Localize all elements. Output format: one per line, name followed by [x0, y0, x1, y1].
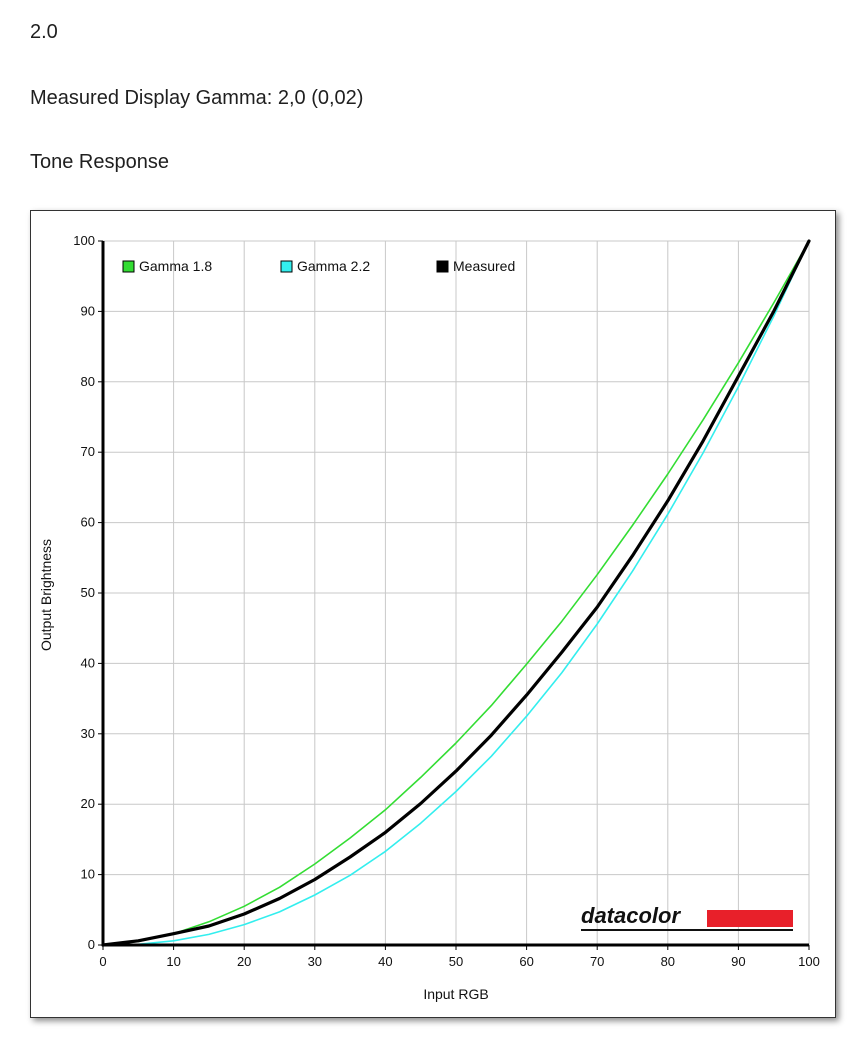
- legend: Gamma 1.8 Gamma 2.2 Measured: [122, 258, 515, 274]
- x-tick-label-20: 20: [237, 954, 251, 969]
- x-tick-label-100: 100: [798, 954, 820, 969]
- x-tick-label-60: 60: [519, 954, 533, 969]
- x-tick-label-30: 30: [308, 954, 322, 969]
- legend-swatch-gamma-2-2: [280, 260, 293, 273]
- x-tick-label-80: 80: [661, 954, 675, 969]
- x-tick-label-70: 70: [590, 954, 604, 969]
- y-tick-label-100: 100: [73, 233, 95, 248]
- y-tick-label-40: 40: [81, 655, 95, 670]
- y-axis-label: Output Brightness: [38, 539, 54, 651]
- y-tick-label-30: 30: [81, 726, 95, 741]
- tone-response-heading: Tone Response: [30, 151, 169, 173]
- y-tick-label-90: 90: [81, 303, 95, 318]
- tone-response-chart: 0 10 20 30 40 50 60 70 80 90 100 0 10 20 30 40 50 60 70 80 9…: [38, 233, 820, 1002]
- datacolor-logo-underline: [581, 929, 793, 931]
- series-lines: [101, 239, 811, 947]
- x-tick-label-10: 10: [166, 954, 180, 969]
- legend-swatch-gamma-1-8: [122, 260, 135, 273]
- tick-labels: 0 10 20 30 40 50 60 70 80 90 100 0 10 20 30 40 50 60 70 80 9…: [73, 233, 820, 969]
- chart-frame: 0 10 20 30 40 50 60 70 80 90 100 0 10 20 30 40 50 60 70 80 9…: [30, 210, 836, 1018]
- datacolor-logo-red-bar: [707, 910, 793, 927]
- datacolor-logo: datacolor: [581, 903, 793, 931]
- legend-label-measured: Measured: [453, 258, 515, 274]
- version-text: 2.0: [30, 21, 58, 43]
- y-tick-label-80: 80: [81, 374, 95, 389]
- legend-label-gamma-1-8: Gamma 1.8: [139, 258, 212, 274]
- y-tick-label-10: 10: [81, 867, 95, 882]
- x-tick-label-40: 40: [378, 954, 392, 969]
- y-tick-label-20: 20: [81, 796, 95, 811]
- series-line-gamma-1-8: [102, 240, 810, 946]
- legend-label-gamma-2-2: Gamma 2.2: [297, 258, 370, 274]
- x-tick-label-90: 90: [731, 954, 745, 969]
- x-axis-label: Input RGB: [423, 986, 488, 1002]
- series-line-measured: [101, 239, 811, 947]
- x-tick-label-50: 50: [449, 954, 463, 969]
- y-tick-label-70: 70: [81, 444, 95, 459]
- datacolor-logo-text: datacolor: [581, 903, 681, 928]
- x-tick-label-0: 0: [99, 954, 106, 969]
- grid-lines: [102, 240, 810, 946]
- y-tick-label-50: 50: [81, 585, 95, 600]
- measured-gamma-text: Measured Display Gamma: 2,0 (0,02): [30, 87, 364, 109]
- legend-swatch-measured: [436, 260, 449, 273]
- series-line-gamma-2-2: [102, 240, 810, 946]
- y-tick-label-60: 60: [81, 515, 95, 530]
- y-tick-label-0: 0: [88, 937, 95, 952]
